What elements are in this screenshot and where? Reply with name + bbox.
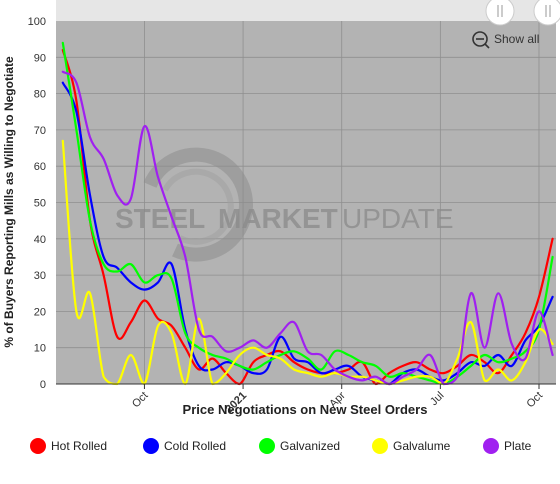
legend-item-galvanized[interactable]: Galvanized (259, 438, 340, 454)
legend-item-cold-rolled[interactable]: Cold Rolled (143, 438, 226, 454)
y-tick-label: 60 (34, 161, 46, 173)
navigator-strip (56, 0, 556, 21)
y-tick-label: 80 (34, 89, 46, 101)
legend-swatch (372, 438, 388, 454)
legend-label: Galvanized (280, 439, 340, 453)
series-line-hot-rolled (61, 48, 554, 386)
legend-item-plate[interactable]: Plate (483, 438, 532, 454)
legend-label: Cold Rolled (164, 439, 226, 453)
range-handle-left[interactable] (485, 0, 515, 26)
y-axis-label: % of Buyers Reporting Mills as Willing t… (2, 56, 16, 348)
y-axis: 0 10 20 30 40 50 60 70 80 90 100 (28, 16, 46, 391)
y-tick-label: 50 (34, 198, 46, 210)
legend-label: Hot Rolled (51, 439, 107, 453)
legend-swatch (483, 438, 499, 454)
series-line-cold-rolled (61, 81, 554, 386)
legend-item-galvalume[interactable]: Galvalume (372, 438, 451, 454)
legend-swatch (143, 438, 159, 454)
zoom-out-icon (472, 31, 488, 47)
y-tick-label: 90 (34, 52, 46, 64)
watermark-word-update: UPDATE (342, 203, 454, 234)
watermark-arc-inner (162, 168, 234, 245)
legend-swatch (259, 438, 275, 454)
x-tick-label: Oct (525, 390, 546, 411)
series-line-plate (61, 70, 554, 386)
y-tick-label: 100 (28, 16, 46, 28)
series-lines (61, 41, 554, 386)
legend-label: Galvalume (393, 439, 451, 453)
x-tick-label: Oct (130, 390, 151, 411)
y-tick-label: 40 (34, 234, 46, 246)
series-line-galvalume (61, 139, 554, 386)
y-tick-label: 0 (40, 379, 46, 391)
legend: Hot Rolled Cold Rolled Galvanized Galvalume… (30, 438, 532, 454)
legend-label: Plate (504, 439, 532, 453)
zoom-out-icon-handle (484, 43, 490, 49)
x-tick-label: Jul (428, 390, 446, 408)
series-line-galvanized (61, 41, 554, 386)
y-tick-label: 10 (34, 343, 46, 355)
legend-swatch (30, 438, 46, 454)
range-handle-right[interactable] (533, 0, 560, 26)
watermark-arc (143, 147, 253, 262)
y-tick-label: 30 (34, 270, 46, 282)
y-tick-label: 70 (34, 125, 46, 137)
legend-item-hot-rolled[interactable]: Hot Rolled (30, 438, 107, 454)
watermark-word-steel: STEEL (115, 203, 205, 234)
x-axis-label: Price Negotiations on New Steel Orders (183, 402, 428, 417)
show-all-label: Show all (494, 32, 539, 46)
y-tick-label: 20 (34, 306, 46, 318)
watermark-logo: STEEL MARKET UPDATE (115, 147, 454, 262)
show-all-button[interactable]: Show all (472, 31, 539, 49)
watermark-word-market: MARKET (218, 203, 338, 234)
